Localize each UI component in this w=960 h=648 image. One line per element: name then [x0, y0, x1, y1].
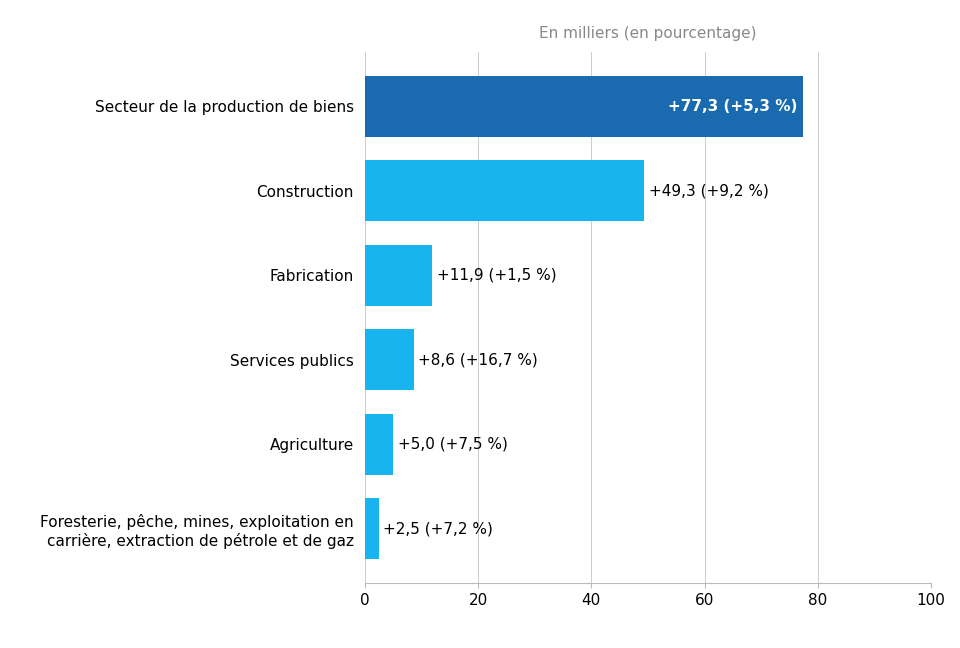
Bar — [365, 329, 414, 390]
Text: +77,3 (+5,3 %): +77,3 (+5,3 %) — [667, 99, 797, 114]
Text: +49,3 (+9,2 %): +49,3 (+9,2 %) — [649, 183, 768, 198]
Text: +2,5 (+7,2 %): +2,5 (+7,2 %) — [383, 521, 493, 536]
Bar — [365, 245, 432, 306]
Text: +8,6 (+16,7 %): +8,6 (+16,7 %) — [418, 353, 538, 367]
Bar — [365, 414, 394, 474]
Bar — [365, 76, 803, 137]
Bar — [365, 161, 644, 221]
Bar — [365, 498, 379, 559]
Title: En milliers (en pourcentage): En milliers (en pourcentage) — [540, 26, 756, 41]
Text: +11,9 (+1,5 %): +11,9 (+1,5 %) — [437, 268, 557, 283]
Text: +5,0 (+7,5 %): +5,0 (+7,5 %) — [397, 437, 508, 452]
